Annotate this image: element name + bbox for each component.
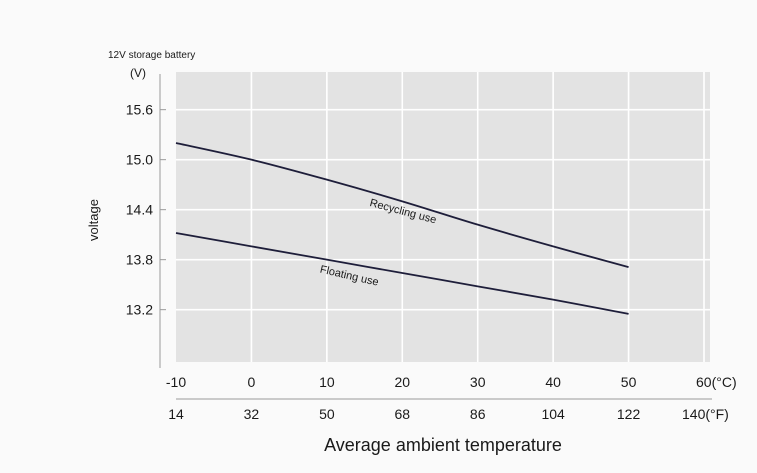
x-tick-label-celsius: 10 <box>319 374 335 390</box>
axes <box>159 74 712 400</box>
x-axis-label: Average ambient temperature <box>324 435 562 455</box>
y-tick-label: 14.4 <box>126 202 153 218</box>
y-tick-label: 13.2 <box>126 302 153 318</box>
grid-lines <box>176 72 710 362</box>
y-tick-label: 15.0 <box>126 152 153 168</box>
series-line-recycling-use <box>175 142 629 269</box>
series-line-floating-use <box>175 232 629 315</box>
x-tick-label-celsius: 40 <box>545 374 561 390</box>
x-tick-label-fahrenheit: 32 <box>244 406 260 422</box>
series-lines <box>175 142 629 315</box>
x-tick-label-fahrenheit: 122 <box>617 406 641 422</box>
x-tick-label-celsius: 20 <box>394 374 410 390</box>
x-tick-label-fahrenheit: 140(°F) <box>682 406 729 422</box>
x-tick-label-fahrenheit: 14 <box>168 406 184 422</box>
y-axis-label: voltage <box>86 199 101 241</box>
chart-title: 12V storage battery <box>108 50 195 61</box>
x-tick-label-fahrenheit: 68 <box>394 406 410 422</box>
x-tick-label-celsius: 30 <box>470 374 486 390</box>
labels: 13.2 13.8 14.4 15.0 15.6 -10 0 10 20 30 40 50 60(°C)… <box>126 102 737 422</box>
x-tick-label-fahrenheit: 86 <box>470 406 486 422</box>
y-axis-unit: (V) <box>130 66 146 80</box>
y-tick-label: 13.8 <box>126 252 153 268</box>
x-tick-label-fahrenheit: 104 <box>541 406 565 422</box>
y-tick-label: 15.6 <box>126 102 153 118</box>
x-tick-label-celsius: 60(°C) <box>696 374 737 390</box>
x-tick-label-celsius: 50 <box>621 374 637 390</box>
plot-area <box>176 72 710 362</box>
x-tick-label-fahrenheit: 50 <box>319 406 335 422</box>
x-tick-label-celsius: 0 <box>248 374 256 390</box>
x-tick-label-celsius: -10 <box>166 374 186 390</box>
